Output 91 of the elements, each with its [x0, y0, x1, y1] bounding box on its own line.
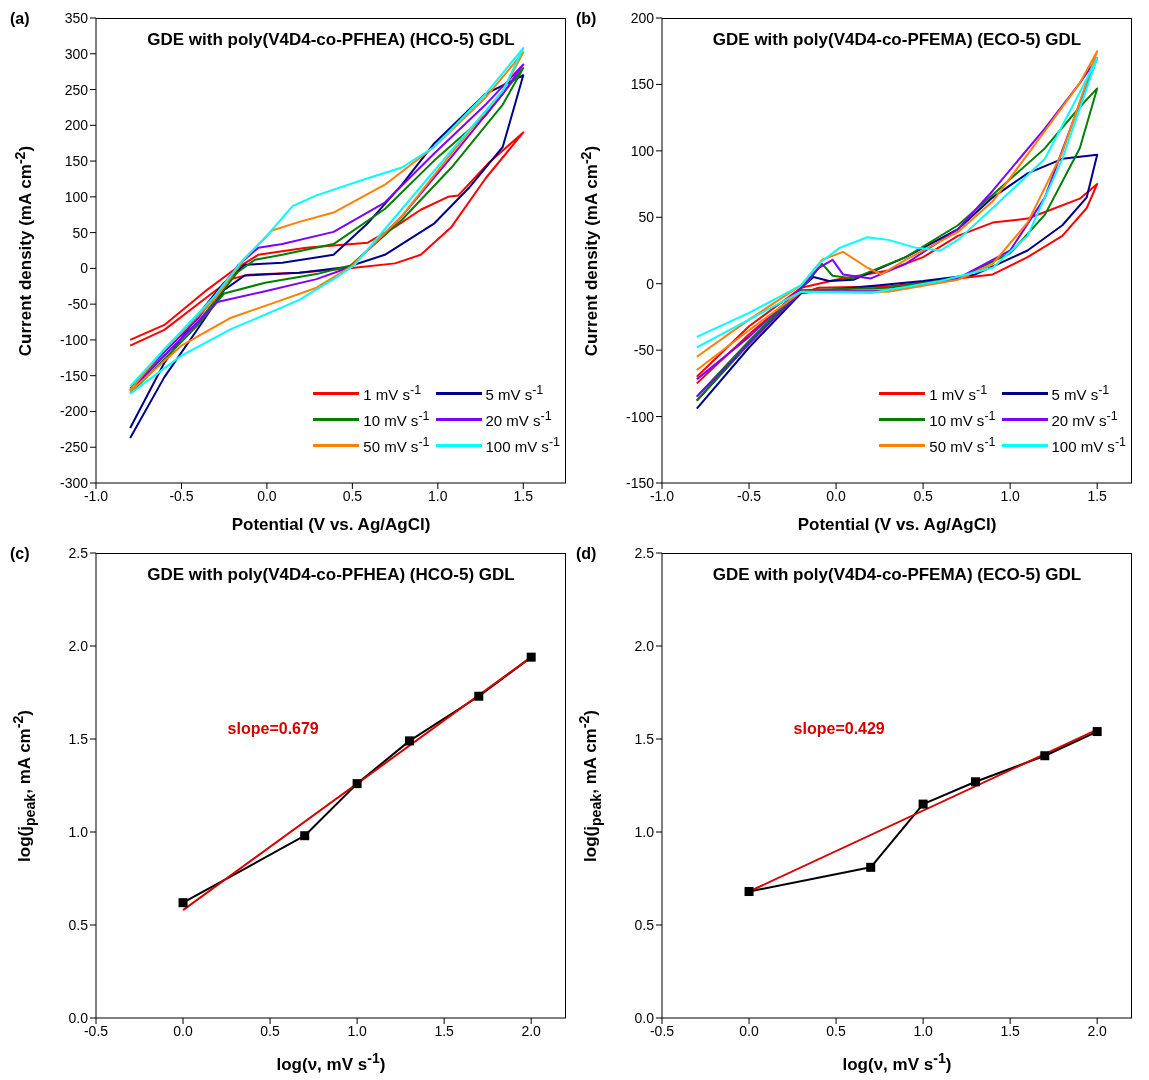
point	[1040, 751, 1050, 761]
point	[971, 777, 981, 787]
y-tick-label: 1.0	[68, 823, 89, 840]
x-tick-label: 0.5	[913, 487, 934, 504]
x-axis-title: Potential (V vs. Ag/AgCl)	[796, 515, 998, 535]
x-tick-label: 0.5	[260, 1022, 281, 1039]
point	[300, 831, 310, 841]
point	[526, 652, 536, 662]
x-tick-label: 1.0	[1000, 487, 1021, 504]
y-tick-label: 100	[630, 142, 655, 159]
y-tick-label: 2.0	[68, 637, 89, 654]
point	[866, 862, 876, 872]
y-tick-label: 300	[64, 45, 89, 62]
legend-label: 20 mV s$^{-1}$	[1051, 409, 1118, 429]
legend-label: 50 mV s$^{-1}$	[363, 435, 430, 455]
y-tick-label: 0.5	[634, 916, 655, 933]
annotation: slope=0.679	[227, 720, 319, 739]
text: GDE with poly(V4D4-co-PFEMA) (ECO-5) GDL	[711, 565, 1083, 585]
point	[178, 898, 188, 908]
y-tick-label: 0.5	[68, 916, 89, 933]
x-tick-label: 0.0	[173, 1022, 193, 1039]
legend-label: 5 mV s$^{-1}$	[1051, 383, 1110, 403]
y-tick-label: 1.5	[68, 730, 89, 747]
line-series	[129, 131, 525, 347]
x-axis-title: Potential (V vs. Ag/AgCl)	[230, 515, 432, 535]
legend-label: 1 mV s$^{-1}$	[929, 383, 988, 403]
legend-label: 5 mV s$^{-1}$	[485, 383, 544, 403]
x-tick-label: 0.0	[257, 487, 277, 504]
y-tick-label: 0	[646, 275, 655, 292]
y-tick-label: 200	[630, 9, 655, 26]
x-axis-title: log(ν, mV s$^{-1}$)	[275, 1050, 387, 1075]
point	[405, 736, 415, 746]
x-tick-label: -0.5	[736, 487, 762, 504]
y-tick-label: -50	[633, 342, 655, 359]
x-tick-label: 1.0	[913, 1022, 934, 1039]
y-tick-label: -100	[625, 408, 655, 425]
point	[474, 691, 484, 701]
y-tick-label: 50	[72, 224, 89, 241]
text: (d)	[576, 545, 597, 563]
line-series	[695, 183, 1099, 385]
annotation: slope=0.429	[793, 720, 885, 739]
y-tick-label: 0	[80, 260, 89, 277]
legend-label: 100 mV s$^{-1}$	[485, 435, 560, 455]
y-tick-label: 150	[630, 76, 655, 93]
x-tick-label: 0.0	[739, 1022, 759, 1039]
point	[918, 799, 928, 809]
legend-label: 50 mV s$^{-1}$	[929, 435, 996, 455]
text: (a)	[10, 10, 30, 28]
y-tick-label: 2.5	[634, 544, 655, 561]
legend-label: 10 mV s$^{-1}$	[363, 409, 430, 429]
y-tick-label: 250	[64, 81, 89, 98]
y-tick-label: 50	[638, 209, 655, 226]
legend-label: 20 mV s$^{-1}$	[485, 409, 552, 429]
y-tick-label: -200	[59, 403, 89, 420]
x-tick-label: 2.0	[521, 1022, 542, 1039]
text: GDE with poly(V4D4-co-PFHEA) (HCO-5) GDL	[146, 565, 516, 585]
x-tick-label: 1.5	[434, 1022, 455, 1039]
x-tick-label: 1.0	[347, 1022, 368, 1039]
legend-label: 100 mV s$^{-1}$	[1051, 435, 1126, 455]
point	[744, 887, 754, 897]
x-tick-label: 1.5	[1000, 1022, 1021, 1039]
y-tick-label: 350	[64, 9, 89, 26]
line-series	[695, 153, 1099, 410]
text: GDE with poly(V4D4-co-PFHEA) (HCO-5) GDL	[146, 30, 516, 50]
y-tick-label: -100	[59, 331, 89, 348]
x-tick-label: 0.0	[826, 487, 847, 504]
x-tick-label: 1.5	[513, 487, 534, 504]
text: (c)	[10, 545, 30, 563]
y-tick-label: 1.5	[634, 730, 655, 747]
legend-label: 10 mV s$^{-1}$	[929, 409, 996, 429]
y-tick-label: -50	[67, 296, 89, 313]
y-tick-label: -150	[59, 367, 89, 384]
y-tick-label: 200	[64, 117, 89, 134]
x-tick-label: -0.5	[169, 487, 194, 504]
x-tick-label: 0.5	[826, 1022, 847, 1039]
point	[1092, 727, 1102, 737]
x-tick-label: 0.5	[342, 487, 363, 504]
legend-label: 1 mV s$^{-1}$	[363, 383, 422, 403]
x-tick-label: 2.0	[1087, 1022, 1108, 1039]
y-tick-label: 1.0	[634, 823, 655, 840]
y-tick-label: -250	[59, 439, 89, 456]
y-tick-label: 2.0	[634, 637, 655, 654]
y-tick-label: 2.5	[68, 544, 89, 561]
y-tick-label: 100	[64, 188, 89, 205]
x-axis-title: log(ν, mV s$^{-1}$)	[841, 1050, 953, 1075]
y-tick-label: 150	[64, 153, 89, 170]
text: (b)	[576, 10, 597, 28]
x-tick-label: 1.0	[428, 487, 448, 504]
point	[352, 779, 362, 789]
text: GDE with poly(V4D4-co-PFEMA) (ECO-5) GDL	[711, 30, 1083, 50]
x-tick-label: 1.5	[1087, 487, 1108, 504]
